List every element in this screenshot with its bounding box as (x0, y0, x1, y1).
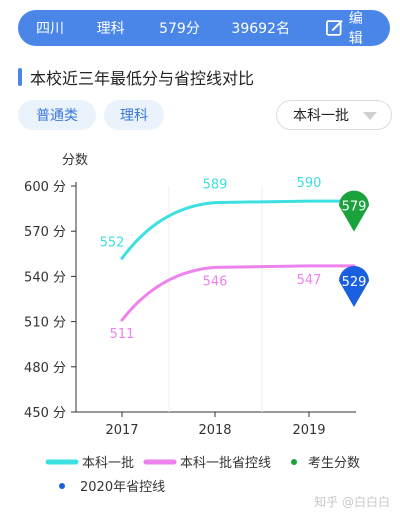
section-title-text: 本校近三年最低分与省控线对比 (30, 69, 255, 88)
x-tick-label: 2019 (292, 423, 325, 438)
subject-chip[interactable]: 理科 (104, 100, 164, 130)
legend-swatch (59, 483, 65, 489)
marker-label: 529 (342, 275, 367, 290)
data-label: 546 (203, 274, 228, 289)
y-tick-label: 540 分 (24, 270, 66, 285)
legend-label: 2020年省控线 (80, 480, 165, 495)
province-label[interactable]: 四川 (36, 21, 64, 37)
y-tick-label: 450 分 (24, 406, 66, 421)
section-accent-bar (18, 68, 22, 86)
marker-label: 579 (342, 200, 367, 215)
edit-icon (326, 20, 343, 36)
legend-label: 本科一批省控线 (180, 456, 271, 471)
x-tick-label: 2017 (105, 423, 138, 438)
data-label: 590 (297, 176, 322, 191)
watermark: 知乎 @白白白 (314, 495, 390, 509)
score-label[interactable]: 579分 (159, 21, 200, 37)
y-tick-label: 480 分 (24, 361, 66, 376)
data-label: 552 (100, 235, 125, 250)
x-tick-label: 2018 (198, 423, 231, 438)
series-line (120, 199, 356, 260)
header-bar: 四川 理科 579分 39692名 编辑 (18, 8, 390, 48)
section-title: 本校近三年最低分与省控线对比 (18, 66, 254, 88)
y-axis-label: 分数 (62, 153, 88, 168)
legend-label: 考生分数 (308, 456, 360, 471)
score-marker-pin (339, 190, 369, 232)
score-marker-pin (339, 265, 369, 307)
subject-label[interactable]: 理科 (96, 21, 125, 37)
data-label: 589 (203, 178, 228, 193)
batch-select[interactable]: 本科一批 (276, 100, 392, 130)
score-line-chart: 分数 600 分 570 分 540 分 510 分 480 分 450 分 2017 2018… (24, 153, 369, 495)
legend-label: 本科一批 (82, 456, 134, 471)
series-line (120, 264, 356, 322)
legend-swatch (291, 459, 297, 465)
y-tick-label: 600 分 (24, 180, 66, 195)
data-label: 547 (297, 273, 322, 288)
rank-label[interactable]: 39692名 (231, 21, 290, 37)
edit-label: 编辑 (348, 11, 363, 47)
y-tick-label: 570 分 (24, 225, 66, 240)
edit-button[interactable]: 编辑 (325, 8, 376, 48)
type-chip[interactable]: 普通类 (18, 100, 96, 130)
y-tick-label: 510 分 (24, 316, 66, 331)
chevron-down-icon (363, 112, 377, 120)
batch-select-value: 本科一批 (293, 108, 349, 124)
data-label: 511 (110, 327, 135, 342)
